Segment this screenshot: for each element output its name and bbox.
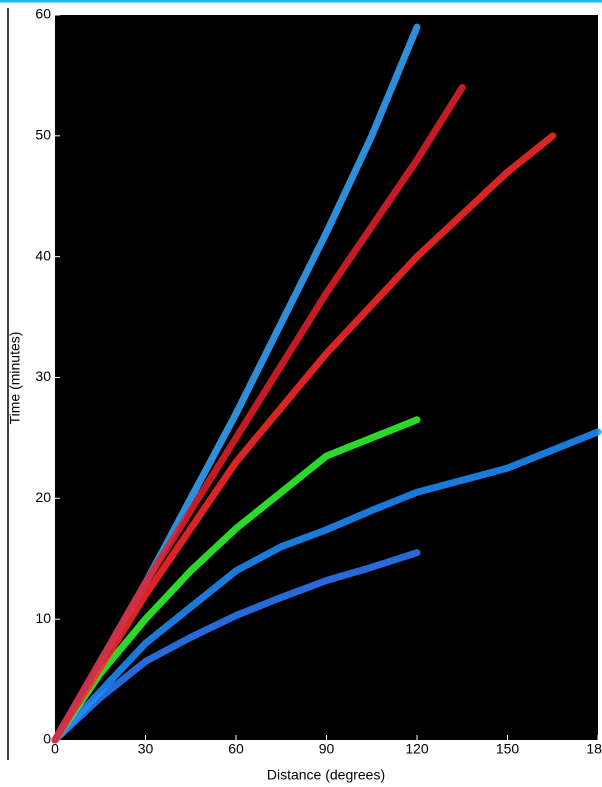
- x-tick-label: 150: [496, 741, 520, 757]
- x-tick-label: 60: [228, 741, 244, 757]
- travel-time-curve: [51, 549, 421, 744]
- y-tick-label: 30: [35, 368, 51, 384]
- y-axis-label: Time (minutes): [7, 332, 23, 425]
- travel-time-curve: [51, 416, 421, 744]
- y-tick-label: 60: [35, 6, 51, 22]
- x-tick-label: 90: [319, 741, 335, 757]
- x-tick-label: 120: [405, 741, 429, 757]
- y-tick-label: 40: [35, 247, 51, 263]
- y-tick-label: 10: [35, 610, 51, 626]
- y-tick-label: 0: [43, 731, 51, 747]
- travel-time-curve: [51, 132, 557, 744]
- x-tick-label: 30: [138, 741, 154, 757]
- x-tick-label: 180: [586, 741, 602, 757]
- travel-time-curve: [51, 84, 466, 744]
- y-tick-label: 20: [35, 489, 51, 505]
- x-tick-label: 0: [51, 741, 59, 757]
- travel-time-curve: [51, 428, 602, 744]
- y-tick-label: 50: [35, 127, 51, 143]
- x-axis-label: Distance (degrees): [267, 767, 385, 783]
